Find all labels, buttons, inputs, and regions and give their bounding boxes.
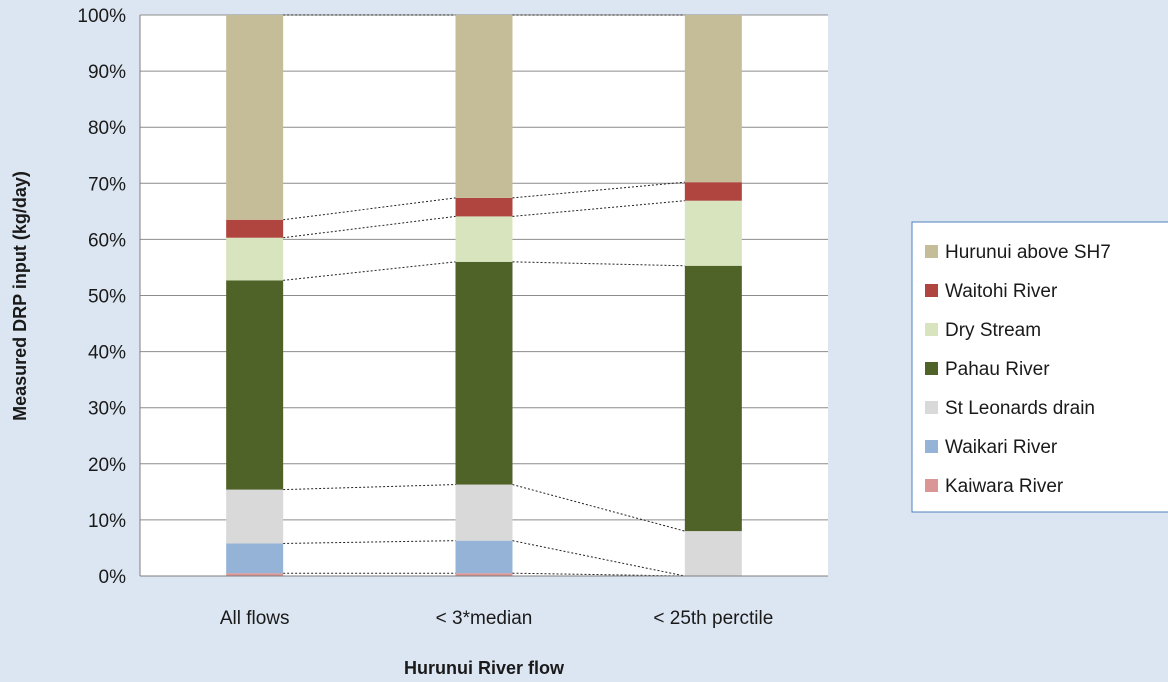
bar-segment <box>455 197 513 217</box>
y-tick-label: 50% <box>88 287 126 308</box>
bar-segment <box>226 489 284 544</box>
y-tick-label: 90% <box>88 62 126 83</box>
connector-line <box>512 200 685 217</box>
bar-segment <box>226 543 284 574</box>
connector-line <box>283 215 456 239</box>
bar-segment <box>226 280 284 490</box>
bar-segment <box>226 237 284 281</box>
y-tick-label: 20% <box>88 455 126 476</box>
legend-swatch <box>925 440 938 453</box>
x-tick-label: All flows <box>220 608 290 629</box>
legend-swatch <box>925 479 938 492</box>
y-tick-label: 40% <box>88 343 126 364</box>
legend-swatch <box>925 362 938 375</box>
connector-line <box>283 484 456 491</box>
x-axis-categories: All flows < 3*median < 25th perctile <box>220 608 773 629</box>
series-connector-lines <box>283 14 685 577</box>
bar-segment <box>684 182 742 201</box>
bar-segment <box>455 540 513 574</box>
legend-label: St Leonards drain <box>945 398 1095 419</box>
bar-segment <box>455 216 513 262</box>
connector-line <box>283 197 456 221</box>
connector-line <box>512 261 685 267</box>
x-tick-label: < 25th perctile <box>653 608 773 629</box>
connector-line <box>283 261 456 281</box>
y-tick-label: 80% <box>88 118 126 139</box>
legend-label: Waikari River <box>945 437 1058 458</box>
y-axis-title: Measured DRP input (kg/day) <box>10 171 30 421</box>
bar-segment <box>684 265 742 532</box>
y-axis-ticks: 0% 10% 20% 30% 40% 50% 60% 70% 80% 90% 100% <box>77 6 126 588</box>
y-tick-label: 70% <box>88 174 126 195</box>
bars <box>226 15 742 576</box>
bar-segment <box>684 531 742 576</box>
legend: Hurunui above SH7 Waitohi River Dry Stream… <box>911 221 1168 513</box>
bar-segment <box>226 219 284 238</box>
legend-label: Hurunui above SH7 <box>945 242 1111 263</box>
legend-swatch <box>925 245 938 258</box>
bar-segment <box>455 15 513 198</box>
legend-label: Kaiwara River <box>945 476 1064 497</box>
y-tick-label: 0% <box>99 567 127 588</box>
y-tick-label: 30% <box>88 399 126 420</box>
legend-box <box>911 221 1168 513</box>
connector-line <box>512 181 685 199</box>
legend-label: Pahau River <box>945 359 1050 380</box>
bar-segment <box>455 484 513 541</box>
bar-segment <box>455 573 513 576</box>
bar-segment <box>684 15 742 183</box>
legend-swatch <box>925 401 938 414</box>
legend-swatch <box>925 284 938 297</box>
connector-line <box>512 572 685 577</box>
y-tick-label: 60% <box>88 230 126 251</box>
y-tick-label: 100% <box>77 6 126 27</box>
x-tick-label: < 3*median <box>436 608 533 629</box>
bar-segment <box>684 200 742 266</box>
bar-segment <box>226 15 284 220</box>
connector-line <box>512 540 685 577</box>
connector-line <box>283 540 456 544</box>
legend-swatch <box>925 323 938 336</box>
legend-label: Dry Stream <box>945 320 1041 341</box>
legend-label: Waitohi River <box>945 281 1058 302</box>
x-axis-title: Hurunui River flow <box>404 658 565 678</box>
bar-segment <box>226 573 284 576</box>
y-tick-label: 10% <box>88 511 126 532</box>
connector-line <box>512 484 685 532</box>
bar-segment <box>455 261 513 485</box>
